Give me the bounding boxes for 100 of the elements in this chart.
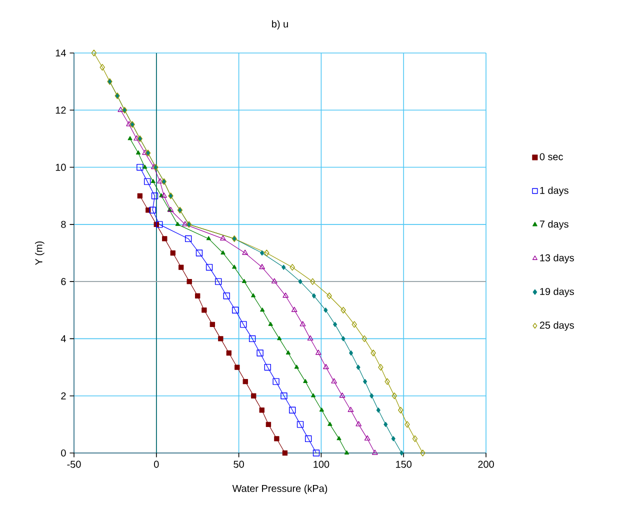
y-tick-label: 10	[56, 164, 66, 171]
x-tick-label: -50	[67, 460, 81, 468]
point	[348, 406, 354, 412]
point	[294, 364, 299, 369]
point	[290, 264, 295, 271]
point	[376, 408, 380, 413]
point	[352, 321, 357, 328]
point	[151, 192, 158, 200]
point	[100, 64, 105, 71]
point	[305, 435, 312, 442]
point	[282, 450, 288, 456]
point	[202, 308, 207, 313]
x-tick-label: 100	[314, 460, 330, 468]
point	[126, 121, 132, 126]
point	[161, 192, 167, 198]
point	[242, 250, 248, 255]
point	[260, 308, 265, 312]
point	[118, 106, 124, 112]
point	[196, 250, 203, 256]
point	[323, 364, 329, 370]
y-tick-label: 2	[61, 392, 66, 400]
point	[274, 436, 280, 442]
point	[128, 136, 132, 140]
point	[370, 393, 374, 398]
point	[157, 178, 163, 184]
point	[391, 436, 396, 442]
legend-label: 25 days	[540, 321, 574, 331]
legend-label: 0 sec	[540, 153, 563, 160]
point	[242, 378, 248, 384]
point	[362, 335, 367, 342]
y-tick-label: 0	[61, 449, 66, 457]
y-tick-label: 14	[56, 50, 66, 56]
point	[392, 392, 397, 400]
point	[307, 335, 314, 341]
point	[315, 350, 322, 355]
point	[210, 322, 216, 328]
point	[372, 450, 378, 455]
point	[291, 306, 298, 312]
point	[142, 150, 148, 155]
point	[280, 392, 288, 400]
point	[363, 378, 368, 384]
point	[240, 321, 247, 328]
point	[223, 292, 230, 300]
point	[137, 193, 143, 198]
chart-title: b) u	[272, 20, 288, 30]
point	[206, 236, 211, 240]
point	[378, 364, 384, 371]
point	[260, 250, 264, 256]
point	[232, 264, 237, 269]
point	[326, 292, 332, 300]
point	[324, 308, 328, 313]
point	[412, 435, 418, 442]
point	[185, 235, 192, 242]
point	[251, 293, 256, 298]
point	[220, 235, 226, 241]
point	[356, 364, 360, 370]
legend-label: 19 days	[540, 288, 574, 297]
point	[340, 306, 346, 314]
point	[136, 164, 144, 171]
point	[178, 264, 184, 270]
point	[259, 408, 264, 413]
point	[312, 450, 320, 456]
point	[175, 222, 180, 226]
legend-label: 13 days	[540, 254, 574, 264]
y-axis-title: Y (m)	[35, 241, 44, 265]
x-tick-label: 200	[478, 460, 494, 468]
point	[170, 250, 176, 256]
point	[328, 422, 332, 426]
y-tick-label: 8	[61, 220, 66, 228]
point	[300, 321, 306, 326]
point	[319, 408, 324, 412]
point	[303, 378, 308, 384]
point	[404, 421, 410, 428]
point	[311, 393, 316, 398]
point	[339, 392, 346, 398]
point	[215, 278, 222, 285]
legend-label: 1 days	[540, 186, 568, 196]
point	[256, 350, 264, 356]
point	[282, 264, 286, 270]
point	[420, 450, 426, 456]
point	[271, 278, 278, 284]
point	[156, 221, 163, 228]
point	[384, 422, 388, 428]
point	[298, 278, 302, 284]
point	[341, 336, 346, 342]
point	[232, 306, 239, 314]
point	[251, 393, 256, 398]
point	[312, 293, 316, 298]
point	[144, 178, 151, 185]
point	[234, 364, 240, 370]
x-tick-label: 150	[396, 460, 412, 468]
point	[310, 278, 316, 285]
point	[333, 322, 338, 328]
point	[206, 264, 213, 271]
point	[134, 135, 140, 141]
point	[282, 292, 289, 298]
x-tick-label: 50	[234, 460, 244, 468]
point	[344, 450, 350, 454]
point	[162, 236, 168, 242]
point	[150, 178, 156, 184]
